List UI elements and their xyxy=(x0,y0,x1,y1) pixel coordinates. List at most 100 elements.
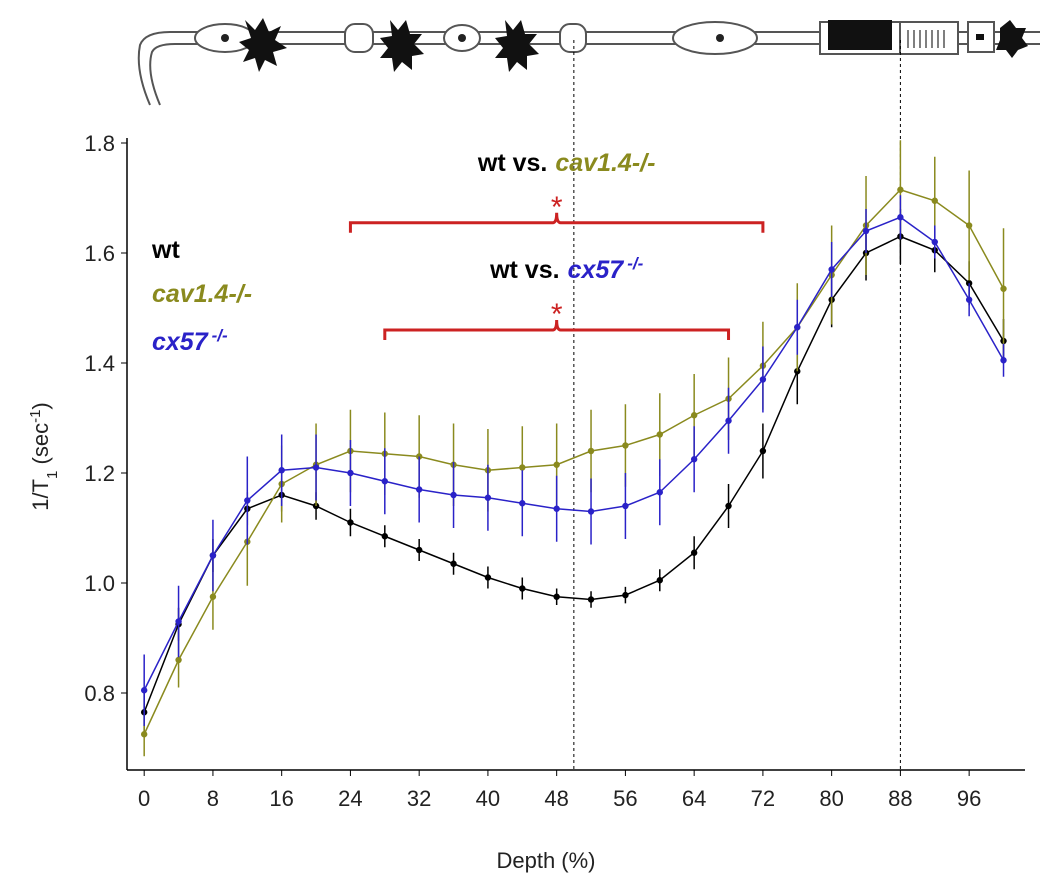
x-tick-label: 0 xyxy=(138,786,150,811)
data-point xyxy=(209,552,217,559)
data-point xyxy=(759,376,767,383)
legend-entry: cav1.4-/- xyxy=(152,280,252,308)
data-point xyxy=(965,296,973,303)
data-point xyxy=(897,214,904,221)
data-point xyxy=(965,222,973,229)
data-point xyxy=(587,508,595,515)
data-point xyxy=(759,447,767,455)
comparison-bracket xyxy=(383,319,731,340)
y-tick-label: 1.8 xyxy=(84,131,115,156)
y-tick-label: 0.8 xyxy=(84,681,115,706)
data-point xyxy=(450,560,457,567)
data-point xyxy=(931,238,938,246)
data-point xyxy=(690,456,698,463)
data-point xyxy=(553,461,560,468)
y-label-part: ) xyxy=(28,402,53,409)
data-point xyxy=(1000,357,1007,364)
data-point xyxy=(484,574,492,581)
x-tick-label: 80 xyxy=(819,786,843,811)
comparison-prefix: wt vs. xyxy=(489,256,559,284)
data-point xyxy=(381,478,388,485)
x-tick-label: 40 xyxy=(476,786,500,811)
comparison-series-sup: -/- xyxy=(627,254,643,273)
cell-blobs xyxy=(239,18,1028,72)
comparison-label: wt vs. cav1.4-/- xyxy=(477,149,656,177)
data-point xyxy=(690,412,698,419)
data-point xyxy=(381,533,388,540)
y-label-part: (sec xyxy=(28,423,53,471)
data-point xyxy=(794,324,801,331)
data-point xyxy=(244,497,251,504)
x-tick-label: 96 xyxy=(957,786,981,811)
data-point xyxy=(415,546,423,554)
y-label-part: 1 xyxy=(44,471,61,479)
data-point xyxy=(278,467,285,474)
comparison-label: wt vs. cx57 -/- xyxy=(489,254,643,285)
x-tick-label: 32 xyxy=(407,786,431,811)
comparison-series: cav1.4-/- xyxy=(555,149,655,177)
series-name: wt xyxy=(151,236,180,264)
data-point xyxy=(656,489,663,496)
data-point xyxy=(347,519,354,526)
data-point xyxy=(347,469,354,477)
data-point xyxy=(175,618,182,625)
data-point xyxy=(312,464,320,471)
x-tick-label: 16 xyxy=(269,786,293,811)
x-tick-label: 64 xyxy=(682,786,706,811)
x-tick-label: 72 xyxy=(751,786,775,811)
data-point xyxy=(519,585,526,592)
data-point xyxy=(1000,285,1007,292)
comparison-bracket xyxy=(348,212,765,233)
y-tick-label: 1.6 xyxy=(84,241,115,266)
x-tick-label: 88 xyxy=(888,786,912,811)
data-point xyxy=(622,442,629,449)
data-point xyxy=(725,502,732,510)
x-tick-label: 56 xyxy=(613,786,637,811)
series-line xyxy=(143,188,1005,735)
data-point xyxy=(828,266,835,273)
data-point xyxy=(725,417,732,424)
x-tick-label: 8 xyxy=(207,786,219,811)
data-point xyxy=(450,491,457,499)
data-point xyxy=(519,464,526,471)
data-point xyxy=(484,494,492,501)
data-point xyxy=(622,591,629,599)
data-point xyxy=(690,549,698,556)
data-point xyxy=(622,502,629,510)
y-label-part: 1/T xyxy=(28,479,53,511)
comparison-prefix: wt vs. xyxy=(477,149,547,177)
x-axis-label: Depth (%) xyxy=(496,848,595,873)
data-point xyxy=(862,227,870,235)
legend-entry: wt xyxy=(151,236,180,264)
series-name-sup: -/- xyxy=(212,326,228,345)
data-point xyxy=(553,593,560,600)
data-point xyxy=(415,486,423,493)
data-point xyxy=(140,687,148,694)
y-tick-label: 1.4 xyxy=(84,351,115,376)
data-point xyxy=(140,731,148,738)
data-point xyxy=(656,577,663,584)
x-tick-label: 24 xyxy=(338,786,362,811)
data-point xyxy=(519,500,526,507)
significance-star: * xyxy=(551,298,563,331)
y-tick-label: 1.2 xyxy=(84,461,115,486)
comparison-series: cx57 xyxy=(568,256,625,284)
series-line xyxy=(143,235,1005,713)
data-point xyxy=(931,197,938,204)
y-label-part: -1 xyxy=(27,410,44,423)
data-point xyxy=(897,186,904,193)
x-tick-label: 48 xyxy=(544,786,568,811)
data-point xyxy=(587,447,595,455)
y-axis-label: 1/T1 (sec-1) xyxy=(27,402,61,511)
data-point xyxy=(553,505,560,512)
legend-entry: cx57 -/- xyxy=(152,326,228,357)
data-point xyxy=(587,596,595,603)
series-name: cx57 xyxy=(152,328,209,356)
data-point xyxy=(175,656,182,664)
series-name: cav1.4-/- xyxy=(152,280,252,308)
y-tick-label: 1.0 xyxy=(84,571,115,596)
significance-star: * xyxy=(551,191,563,224)
data-point xyxy=(656,431,663,438)
data-point xyxy=(209,593,217,600)
